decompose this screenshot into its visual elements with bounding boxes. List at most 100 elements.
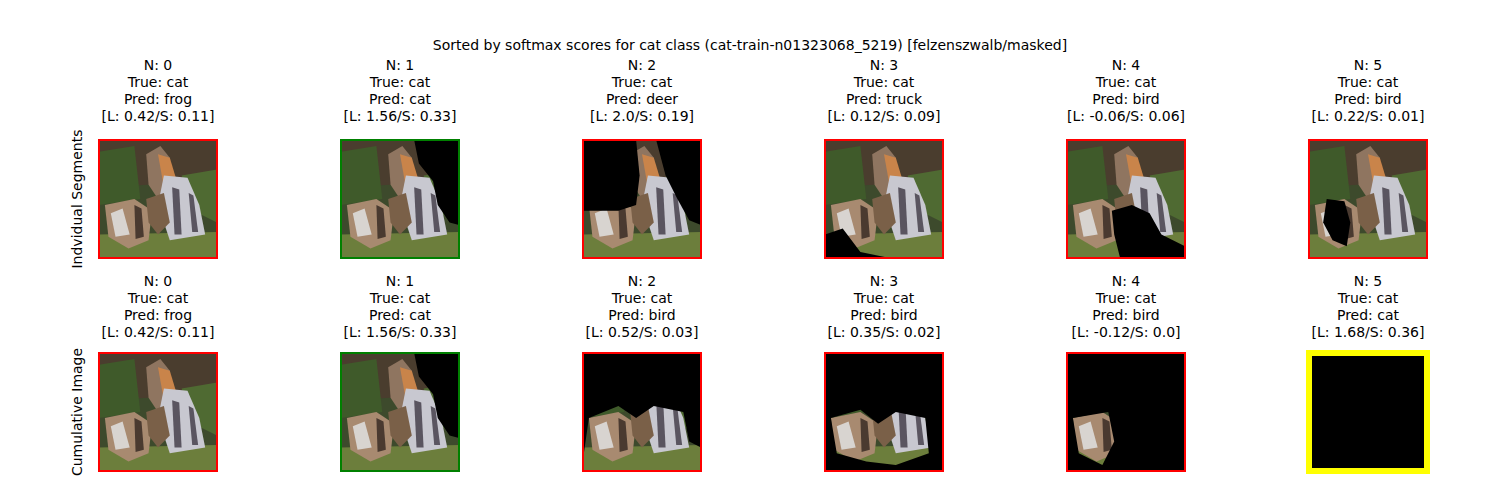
panel bbox=[341, 353, 459, 471]
panel-title: [L: 1.68/S: 0.36] bbox=[1311, 324, 1424, 340]
panel-title: True: cat bbox=[127, 290, 189, 306]
image bbox=[1067, 353, 1185, 471]
panel-title: [L: 0.42/S: 0.11] bbox=[101, 324, 214, 340]
image bbox=[341, 140, 459, 258]
panel-border bbox=[99, 140, 217, 258]
panel-title: N: 5 bbox=[1354, 273, 1383, 289]
panel-border bbox=[583, 353, 701, 471]
panel-title: N: 0 bbox=[144, 57, 173, 73]
panel-title: [L: 0.42/S: 0.11] bbox=[101, 108, 214, 124]
panel bbox=[99, 140, 217, 258]
figure: Sorted by softmax scores for cat class (… bbox=[0, 0, 1500, 500]
panel-border bbox=[99, 353, 217, 471]
panel-title: N: 0 bbox=[144, 273, 173, 289]
panel-title: Pred: bird bbox=[850, 307, 917, 323]
mask bbox=[825, 353, 943, 471]
panel-title: Pred: bird bbox=[1092, 307, 1159, 323]
image bbox=[825, 353, 943, 471]
panel-image bbox=[583, 140, 701, 258]
panel-image bbox=[341, 353, 459, 471]
panel bbox=[1067, 140, 1185, 258]
image bbox=[1067, 140, 1185, 258]
panel-title: Pred: frog bbox=[124, 91, 192, 107]
panel-title: [L: -0.12/S: 0.0] bbox=[1071, 324, 1180, 340]
panel-title: N: 1 bbox=[386, 57, 415, 73]
panel bbox=[1309, 140, 1427, 258]
panel-image bbox=[1067, 140, 1185, 258]
panel bbox=[583, 140, 701, 258]
row-label: Indvidual Segments bbox=[69, 129, 85, 268]
panel-title: [L: 0.35/S: 0.02] bbox=[827, 324, 940, 340]
panel-title: True: cat bbox=[369, 74, 431, 90]
panel-image bbox=[99, 353, 217, 471]
panel-title: [L: 2.0/S: 0.19] bbox=[590, 108, 694, 124]
panel bbox=[825, 140, 943, 258]
mask bbox=[1309, 353, 1427, 471]
panel-title: True: cat bbox=[611, 290, 673, 306]
panel-title: N: 4 bbox=[1112, 273, 1141, 289]
panel-title: True: cat bbox=[611, 74, 673, 90]
panel-image bbox=[825, 353, 943, 471]
image bbox=[825, 140, 943, 258]
mask bbox=[583, 140, 640, 211]
panel-border bbox=[825, 353, 943, 471]
panel-title: Pred: cat bbox=[369, 91, 432, 107]
row-label: Cumulative Image bbox=[69, 348, 85, 476]
panel-border bbox=[1067, 140, 1185, 258]
panel-title: Pred: frog bbox=[124, 307, 192, 323]
panel-title: Pred: truck bbox=[846, 91, 923, 107]
panel-border bbox=[341, 140, 459, 258]
image bbox=[1309, 353, 1427, 471]
panel-title: Pred: cat bbox=[1337, 307, 1400, 323]
panel-image bbox=[825, 140, 943, 258]
panel-title: [L: 0.12/S: 0.09] bbox=[827, 108, 940, 124]
panel-title: Pred: cat bbox=[369, 307, 432, 323]
mask bbox=[583, 353, 701, 471]
panel-title: True: cat bbox=[1337, 74, 1399, 90]
panel-title: N: 3 bbox=[870, 57, 899, 73]
mask bbox=[1067, 353, 1185, 471]
image bbox=[583, 140, 701, 258]
image bbox=[583, 353, 701, 471]
panel-title: [L: 1.56/S: 0.33] bbox=[343, 324, 456, 340]
panel-border bbox=[1309, 140, 1427, 258]
panel-image bbox=[99, 140, 217, 258]
panel bbox=[341, 140, 459, 258]
panel-image bbox=[1309, 353, 1427, 471]
panel-title: True: cat bbox=[369, 290, 431, 306]
panel-border bbox=[825, 140, 943, 258]
mask bbox=[414, 140, 459, 225]
panel bbox=[1067, 353, 1185, 471]
panel-title: True: cat bbox=[1095, 74, 1157, 90]
mask bbox=[1112, 205, 1185, 258]
panel-title: N: 2 bbox=[628, 273, 657, 289]
image bbox=[341, 353, 459, 471]
panel bbox=[99, 353, 217, 471]
figure-title: Sorted by softmax scores for cat class (… bbox=[433, 37, 1067, 53]
panel-image bbox=[1067, 353, 1185, 471]
panel-title: [L: 1.56/S: 0.33] bbox=[343, 108, 456, 124]
panel-title: N: 5 bbox=[1354, 57, 1383, 73]
panel-title: [L: -0.06/S: 0.06] bbox=[1067, 108, 1185, 124]
panel-title: True: cat bbox=[127, 74, 189, 90]
panel-image bbox=[341, 140, 459, 258]
panel-title: [L: 0.52/S: 0.03] bbox=[585, 324, 698, 340]
panel-title: Pred: deer bbox=[606, 91, 678, 107]
image bbox=[99, 353, 217, 471]
panel-border bbox=[1067, 353, 1185, 471]
panel-border bbox=[583, 140, 701, 258]
panel-title: True: cat bbox=[853, 290, 915, 306]
mask bbox=[656, 140, 701, 225]
mask bbox=[825, 229, 890, 259]
panel-title: N: 1 bbox=[386, 273, 415, 289]
panel-image bbox=[1309, 140, 1427, 258]
panel-title: True: cat bbox=[1337, 290, 1399, 306]
panel bbox=[825, 353, 943, 471]
panel-title: N: 3 bbox=[870, 273, 899, 289]
panel bbox=[1309, 353, 1427, 471]
panel-title: [L: 0.22/S: 0.01] bbox=[1311, 108, 1424, 124]
mask bbox=[414, 353, 459, 438]
panel-title: N: 2 bbox=[628, 57, 657, 73]
panel-border bbox=[1309, 353, 1427, 471]
mask bbox=[1323, 199, 1350, 246]
